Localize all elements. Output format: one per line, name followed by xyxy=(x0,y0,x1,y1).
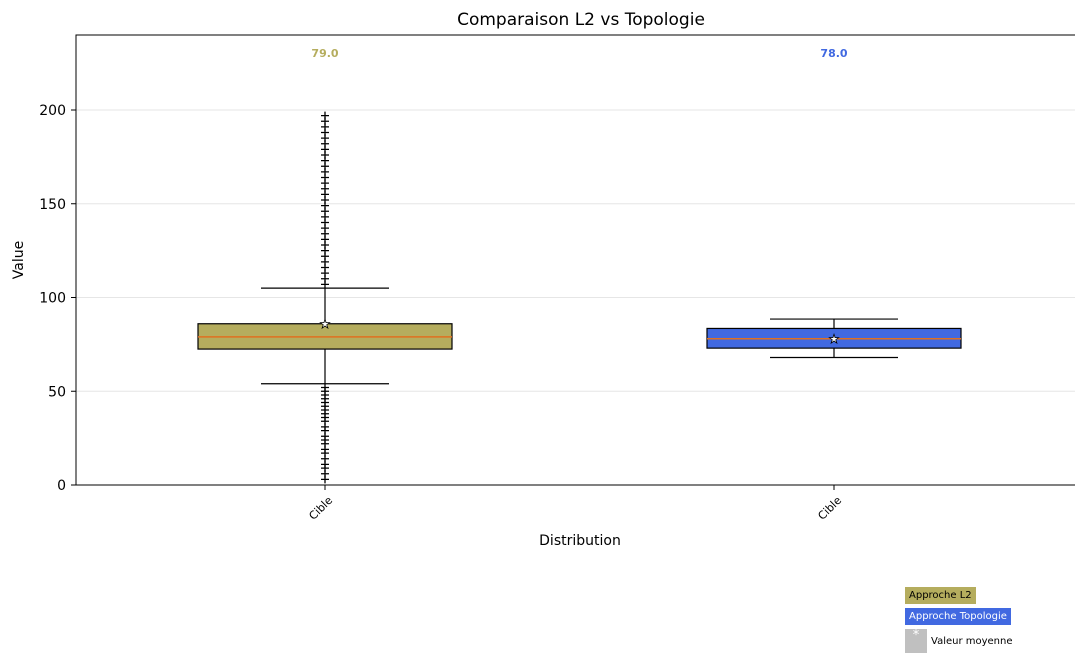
mean-marker: ★ xyxy=(829,332,840,346)
x-tick-label: Cible xyxy=(815,494,844,523)
y-tick-label: 200 xyxy=(39,103,66,119)
y-axis-label: Value xyxy=(11,241,27,279)
grid-lines xyxy=(76,109,1075,486)
mean-marker: ★ xyxy=(320,317,331,331)
x-tick-label: Cible xyxy=(306,494,335,523)
y-tick-label: 150 xyxy=(39,197,66,213)
legend-item-topologie: Approche Topologie xyxy=(905,608,1011,625)
legend-item-l2: Approche L2 xyxy=(905,587,976,604)
median-value-label: 79.0 xyxy=(311,47,338,60)
boxplot-chart: Comparaison L2 vs Topologie ★ 79.0 ★ 78.0 0… xyxy=(11,10,1075,549)
axes: 0 50 100 150 200 Cible Cible xyxy=(39,103,844,523)
median-value-label: 78.0 xyxy=(820,47,847,60)
plot-frame xyxy=(75,34,1075,486)
mean-marker-icon: * xyxy=(905,629,927,653)
legend-item-mean: * Valeur moyenne xyxy=(905,629,1013,653)
outlier-point xyxy=(321,383,329,392)
outlier-point xyxy=(321,111,329,120)
chart-title: Comparaison L2 vs Topologie xyxy=(457,10,705,30)
y-tick-label: 50 xyxy=(48,384,66,400)
y-tick-label: 100 xyxy=(39,291,66,307)
x-axis-label: Distribution xyxy=(539,533,621,549)
legend: Approche L2 Approche Topologie * Valeur … xyxy=(905,587,1013,653)
boxplot-marks: ★ 79.0 ★ 78.0 xyxy=(197,47,962,484)
legend-mean-label: Valeur moyenne xyxy=(931,635,1013,647)
y-tick-label: 0 xyxy=(57,478,66,494)
